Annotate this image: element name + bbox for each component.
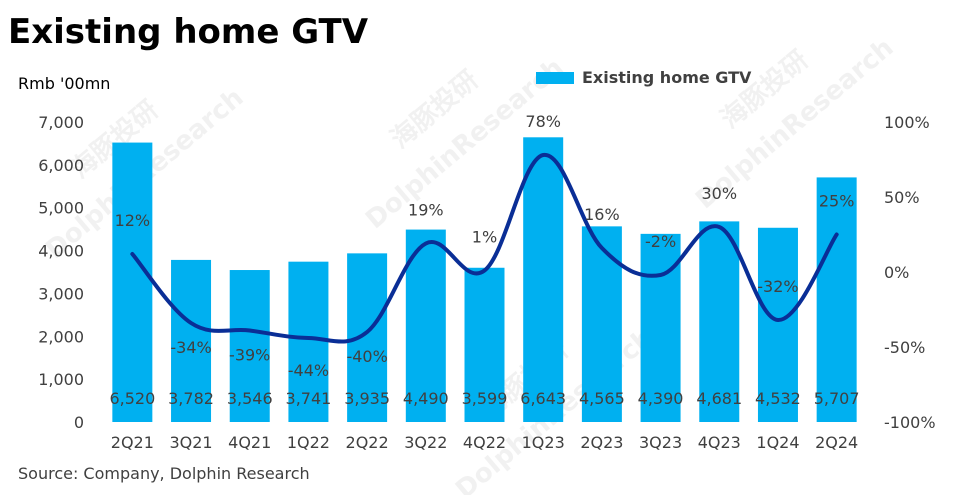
right-axis-tick-label: 100% [884,113,930,132]
growth-label: 12% [115,211,151,230]
bar-value-label: 4,532 [755,389,801,408]
x-axis-tick-label: 3Q23 [639,433,682,452]
left-axis-tick-label: 7,000 [38,113,84,132]
left-axis-tick-label: 3,000 [38,284,84,303]
bar-value-label: 5,707 [814,389,860,408]
x-axis-tick-label: 1Q23 [522,433,565,452]
growth-label: -34% [170,338,211,357]
bar-value-label: 3,546 [227,389,273,408]
right-axis-tick-label: -100% [884,413,936,432]
growth-label: -32% [757,277,798,296]
bar [288,261,329,422]
bar [699,221,740,422]
right-axis-ticks: -100% -50% 0% 50% 100% [884,113,936,432]
bars-layer: 6,520 3,782 3,546 3,741 3,935 4,490 3,599 6,643… [109,137,860,423]
growth-label: 30% [701,184,737,203]
x-axis-tick-label: 3Q22 [404,433,447,452]
growth-label: -2% [645,232,676,251]
x-axis-tick-label: 2Q23 [580,433,623,452]
bar-value-label: 3,741 [286,389,332,408]
source-note: Source: Company, Dolphin Research [18,464,310,483]
left-axis-tick-label: 1,000 [38,370,84,389]
bar-value-label: 3,599 [462,389,508,408]
bar [464,267,505,422]
growth-label: 16% [584,205,620,224]
x-axis-tick-label: 2Q21 [111,433,154,452]
legend-label: Existing home GTV [582,68,752,87]
chart-title: Existing home GTV [8,12,369,52]
x-axis-ticks: 2Q21 3Q21 4Q21 1Q22 2Q22 3Q22 4Q22 1Q23 2Q23 3Q23… [111,433,858,452]
growth-line-layer: 12% -34% -39% -44% -40% 19% 1% 78% 16% -2% 30% -32%… [115,112,855,380]
x-axis-tick-label: 4Q21 [228,433,271,452]
growth-label: 19% [408,201,444,220]
x-axis-tick-label: 2Q24 [815,433,858,452]
growth-label: 1% [472,228,497,247]
bar-value-label: 4,565 [579,389,625,408]
bar [112,142,153,423]
left-axis-tick-label: 6,000 [38,156,84,175]
bar-value-label: 4,390 [638,389,684,408]
growth-label: -40% [346,347,387,366]
growth-label: 78% [525,112,561,131]
growth-line [130,153,839,344]
bar [523,137,564,423]
bar [229,270,270,422]
left-axis-tick-label: 2,000 [38,327,84,346]
left-axis-tick-label: 5,000 [38,199,84,218]
x-axis-tick-label: 4Q22 [463,433,506,452]
growth-label: -44% [288,361,329,380]
bar-value-label: 6,643 [520,389,566,408]
growth-label: -39% [229,346,270,365]
bar [757,227,798,422]
bar-value-label: 4,490 [403,389,449,408]
right-axis-tick-label: 50% [884,188,920,207]
bar-value-label: 3,935 [344,389,390,408]
bar [171,259,212,422]
bar-value-label: 6,520 [109,389,155,408]
legend-swatch [536,72,574,84]
left-axis-tick-label: 4,000 [38,242,84,261]
x-axis-tick-label: 1Q22 [287,433,330,452]
left-axis-tick-label: 0 [74,413,84,432]
right-axis-tick-label: -50% [884,338,925,357]
right-axis-tick-label: 0% [884,263,909,282]
bar [405,229,446,422]
left-axis-unit: Rmb '00mn [18,74,111,93]
bar [816,177,857,422]
x-axis-tick-label: 1Q24 [756,433,799,452]
bar-value-label: 3,782 [168,389,214,408]
x-axis-tick-label: 3Q21 [169,433,212,452]
bar-value-label: 4,681 [696,389,742,408]
x-axis-tick-label: 4Q23 [698,433,741,452]
left-axis-ticks: 0 1,000 2,000 3,000 4,000 5,000 6,000 7,000 [38,113,84,432]
legend: Existing home GTV [536,68,752,87]
x-axis-tick-label: 2Q22 [346,433,389,452]
growth-label: 25% [819,192,855,211]
